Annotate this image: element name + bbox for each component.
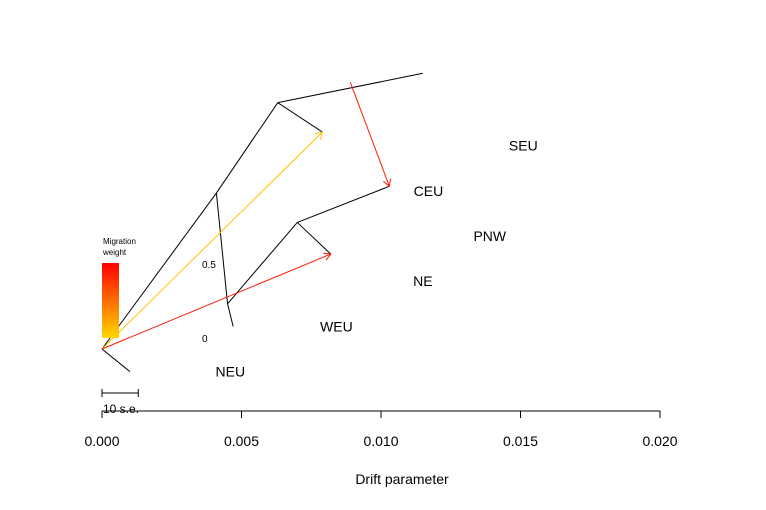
tree-edge [227, 222, 298, 305]
migration-legend: Migration weight 0.5 0 [102, 237, 216, 345]
x-tick-label: 0.000 [84, 433, 119, 449]
legend-color-bar [102, 263, 119, 338]
population-label: PNW [473, 228, 506, 244]
migration-arrow [349, 82, 389, 186]
tree-edge [227, 303, 234, 327]
legend-low-label: 0 [202, 334, 208, 345]
x-tick-label: 0.005 [224, 433, 259, 449]
tree-edge [296, 222, 332, 255]
legend-title-line-1: Migration [103, 237, 136, 246]
scale-bar: 10 s.e. [101, 389, 139, 416]
tree-edge [101, 192, 217, 350]
x-tick-label: 0.020 [642, 433, 677, 449]
x-tick-label: 0.010 [363, 433, 398, 449]
migration-arrows [101, 82, 389, 350]
x-tick-label: 0.015 [503, 433, 538, 449]
population-label: NEU [216, 364, 246, 380]
population-label: SEU [509, 138, 538, 154]
tree-edge [297, 185, 390, 223]
legend-title-line-2: weight [102, 248, 127, 257]
x-axis-label: Drift parameter [355, 471, 449, 487]
scale-bar-label: 10 s.e. [103, 402, 139, 416]
population-label: WEU [320, 318, 353, 334]
tree-edge [277, 102, 323, 133]
legend-gradient [102, 263, 119, 338]
migration-arrow [101, 132, 322, 350]
population-label: CEU [414, 183, 444, 199]
tree-edge [215, 102, 279, 194]
migration-arrow [101, 254, 331, 350]
tree-edge [101, 348, 131, 372]
population-label: NE [413, 273, 432, 289]
x-axis: 0.000 0.005 0.010 0.015 0.020 [84, 410, 678, 449]
tree-edge [277, 72, 423, 104]
tree-edge [215, 193, 229, 304]
tree-edges [101, 72, 423, 372]
population-labels: NEU WEU NE PNW CEU SEU [216, 138, 538, 380]
legend-high-label: 0.5 [202, 260, 216, 271]
